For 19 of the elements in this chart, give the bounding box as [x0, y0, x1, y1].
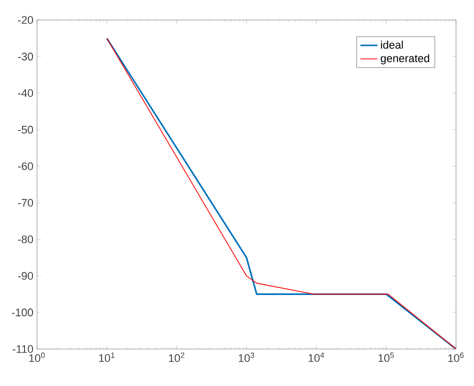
legend-label: generated: [380, 54, 430, 64]
y-tick-label: -100: [12, 308, 34, 316]
legend-label: ideal: [381, 40, 403, 49]
x-tick-label: 10$^{0}$: [29, 352, 45, 362]
y-tick-label: -30: [18, 52, 34, 60]
y-tick-label: -80: [18, 235, 34, 244]
x-tick-label: 10$^{3}$: [238, 352, 254, 362]
y-tick-label: -50: [18, 126, 34, 134]
y-tick-label: -110: [12, 345, 34, 353]
x-tick-label: 10$^{1}$: [99, 352, 114, 362]
y-tick-label: -20: [18, 16, 34, 24]
x-tick-label: 10$^{5}$: [378, 352, 394, 362]
x-tick-label: 10$^{6}$: [448, 352, 464, 362]
y-tick-label: -90: [18, 272, 34, 280]
y-tick-label: -40: [18, 89, 34, 98]
x-tick-label: 10$^{4}$: [308, 352, 324, 362]
x-tick-label: 10$^{2}$: [168, 352, 184, 362]
y-tick-label: -70: [18, 198, 34, 207]
y-tick-label: -60: [18, 162, 34, 170]
